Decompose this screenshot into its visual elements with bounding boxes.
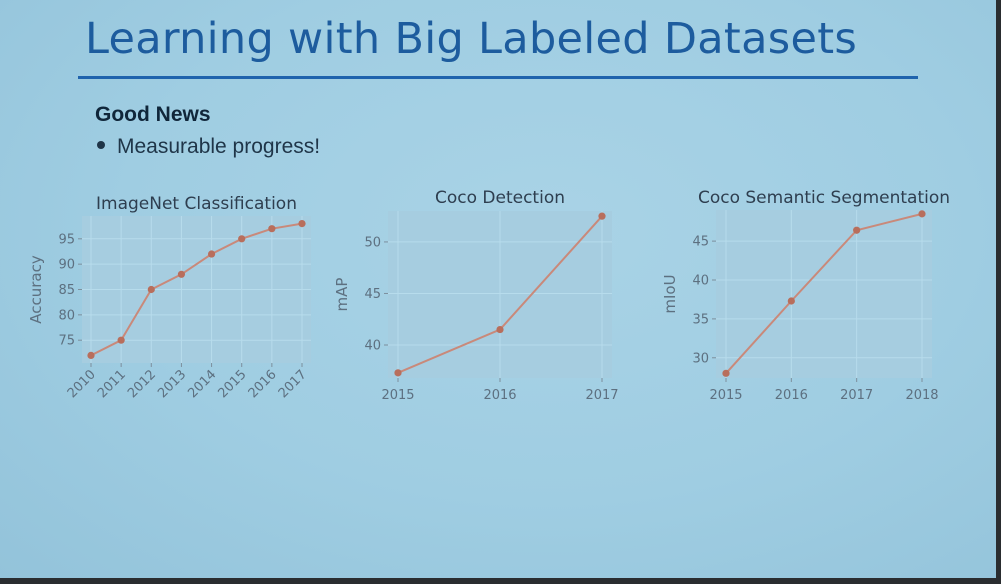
y-tick-label: 40 [692,274,709,289]
bullet-icon [97,141,105,150]
y-axis-label: Accuracy [27,255,45,324]
data-point [117,336,125,344]
series-line [90,222,303,357]
x-tick-label: 2018 [905,388,938,403]
title-underline [78,76,918,79]
plot-area [716,210,932,378]
slide-title: Learning with Big Labeled Datasets [85,14,858,64]
x-tick-label: 2016 [246,367,280,401]
data-point [394,369,402,377]
y-tick-label: 45 [364,287,381,302]
x-tick-label: 2015 [216,367,250,401]
chart-2: 40 45 50 2015 2016 2017 Coco Detection mAP [333,188,619,403]
data-point [298,220,306,228]
data-point [238,235,246,243]
data-point [918,210,926,218]
data-point [853,226,861,234]
data-point [177,270,186,278]
y-tick-label: 45 [692,235,709,250]
y-tick-label: 35 [692,312,709,327]
x-tick-label: 2010 [65,367,99,401]
data-point [87,351,95,359]
series-line [725,212,923,375]
x-tick-label: 2016 [775,388,808,403]
chart-1: 75 80 85 90 95 201020112012201320142015201620… [27,194,311,401]
y-tick-label: 40 [364,339,381,354]
y-tick-label: 30 [692,351,709,366]
chart-title: Coco Detection [435,188,565,208]
x-tick-label: 2016 [483,388,516,403]
y-tick-label: 80 [58,308,75,323]
data-point [722,369,730,377]
y-axis-label: mAP [333,278,351,312]
data-point [207,250,216,258]
data-point [496,325,504,334]
y-tick-label: 85 [58,283,75,298]
y-tick-label: 50 [364,235,381,250]
x-tick-label: 2015 [381,388,414,403]
chart-3: 30 35 40 45 2015 2016 2017 2018 Coco Semantic Se… [661,188,950,403]
section-heading: Good News [95,103,211,126]
chart-title: ImageNet Classification [96,194,297,214]
y-tick-label: 75 [58,334,75,349]
data-point [147,285,155,294]
bullet-item: Measurable progress! [97,135,320,159]
x-tick-label: 2017 [276,367,310,401]
x-tick-label: 2011 [95,367,129,401]
y-tick-label: 90 [58,258,75,273]
data-point [268,225,276,233]
x-tick-label: 2014 [185,367,219,401]
x-tick-label: 2017 [585,388,618,403]
x-tick-label: 2017 [840,388,873,403]
x-tick-label: 2013 [155,367,189,401]
chart-title: Coco Semantic Segmentation [698,188,950,208]
data-point [598,212,606,220]
data-point [787,297,795,305]
x-tick-label: 2015 [709,388,742,403]
y-tick-label: 95 [58,232,75,247]
x-tick-label: 2012 [125,367,159,401]
y-axis-label: mIoU [661,274,679,313]
bullet-text: Measurable progress! [117,135,321,158]
